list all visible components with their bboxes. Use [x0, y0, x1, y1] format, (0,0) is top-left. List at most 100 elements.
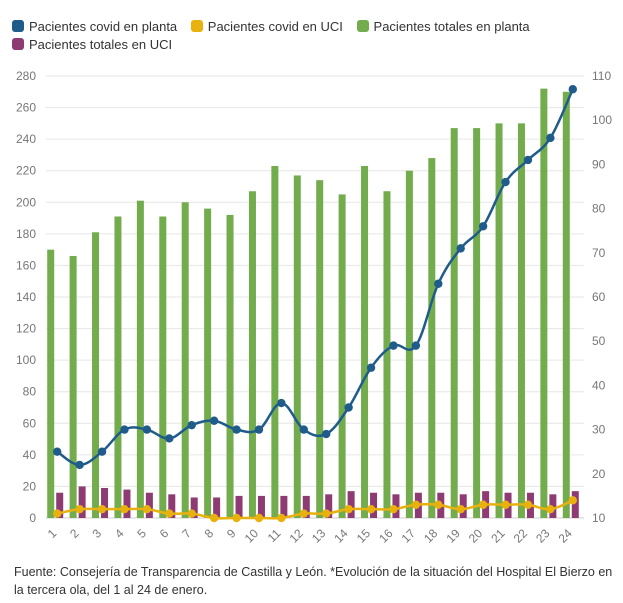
series-line: [56, 499, 574, 520]
legend-swatch-totales-planta: [356, 20, 369, 32]
legend-item-covid-uci[interactable]: Pacientes covid en UCI: [190, 18, 343, 36]
left-axis-tick-label: 280: [16, 69, 36, 83]
data-point: [142, 504, 152, 514]
data-point: [142, 425, 152, 434]
data-point: [568, 496, 577, 505]
left-axis-tick-label: 100: [16, 353, 36, 367]
series-line: [56, 88, 574, 467]
bar: [190, 497, 198, 518]
bar: [181, 202, 189, 519]
bar: [92, 232, 100, 518]
legend-swatch-covid-uci: [190, 20, 203, 32]
legend-item-totales-uci[interactable]: Pacientes totales en UCI: [12, 36, 172, 54]
legend-label: Pacientes totales en planta: [373, 19, 530, 34]
legend-swatch-covid-planta: [12, 20, 24, 32]
left-axis-tick-label: 0: [29, 511, 36, 525]
data-point: [277, 398, 286, 408]
x-axis-tick-label: 3: [90, 526, 105, 541]
right-axis-tick-label: 80: [592, 202, 606, 216]
bar: [136, 200, 144, 518]
bar: [405, 170, 413, 518]
bar: [338, 194, 346, 518]
data-point: [411, 341, 421, 350]
bar: [168, 494, 176, 518]
x-axis-tick-label: 5: [134, 526, 149, 541]
legend-label: Pacientes covid en UCI: [207, 19, 343, 34]
legend-item-covid-planta[interactable]: Pacientes covid en planta: [12, 18, 177, 36]
x-axis-tick-label: 19: [443, 526, 463, 546]
data-point: [53, 447, 62, 456]
x-axis-tick-label: 15: [354, 526, 374, 546]
bar: [204, 208, 212, 518]
data-point: [501, 500, 510, 509]
data-point: [254, 513, 264, 523]
data-point: [322, 429, 331, 439]
bar: [159, 216, 167, 518]
right-axis-tick-label: 60: [592, 290, 606, 304]
bar: [562, 91, 570, 519]
x-axis-tick-label: 9: [224, 526, 239, 541]
data-point: [546, 133, 555, 143]
bar: [450, 128, 458, 518]
data-point: [411, 500, 421, 509]
x-axis-tick-label: 8: [202, 526, 217, 541]
data-point: [75, 504, 84, 514]
data-point: [97, 447, 107, 456]
x-axis-tick-label: 2: [67, 526, 82, 541]
data-point: [75, 460, 84, 470]
data-point: [53, 509, 62, 518]
bar: [114, 216, 122, 518]
bar: [47, 249, 55, 518]
data-point: [389, 341, 398, 350]
bar: [495, 123, 503, 518]
chart-legend: Pacientes covid en planta Pacientes covi…: [12, 18, 612, 54]
data-point: [568, 85, 577, 94]
bar: [571, 491, 579, 518]
data-point: [254, 425, 264, 434]
bar: [347, 491, 355, 518]
left-axis-tick-label: 180: [16, 227, 36, 241]
data-point: [97, 504, 107, 514]
left-axis-tick-label: 140: [16, 290, 36, 304]
x-axis-tick-label: 22: [511, 526, 531, 546]
data-point: [232, 425, 241, 434]
x-axis-tick-label: 11: [265, 526, 284, 545]
bar: [428, 158, 436, 518]
right-axis-tick-label: 100: [592, 113, 612, 127]
data-point: [299, 509, 308, 518]
data-point: [523, 500, 533, 509]
data-point: [322, 509, 331, 518]
bar: [361, 165, 369, 518]
left-axis-tick-label: 260: [16, 101, 36, 115]
data-point: [187, 420, 196, 430]
x-axis-tick-label: 4: [112, 526, 127, 541]
bar: [293, 175, 301, 518]
left-axis-tick-label: 60: [23, 416, 37, 430]
data-point: [366, 363, 376, 372]
bar: [325, 494, 333, 518]
left-axis-tick-label: 80: [23, 385, 37, 399]
data-point: [232, 513, 241, 523]
bar: [316, 180, 324, 518]
right-axis-tick-label: 50: [592, 334, 606, 348]
bar: [56, 492, 64, 518]
bar: [473, 128, 481, 518]
x-axis-tick-label: 20: [466, 526, 486, 546]
x-axis-tick-label: 18: [421, 526, 441, 546]
data-point: [434, 500, 443, 509]
left-axis-tick-label: 20: [23, 479, 37, 493]
data-point: [277, 513, 286, 523]
bar: [213, 497, 221, 518]
x-axis-tick-label: 17: [399, 526, 419, 546]
left-axis-tick-label: 120: [16, 322, 36, 336]
bar: [302, 495, 310, 518]
data-point: [456, 244, 465, 253]
bar: [248, 191, 256, 518]
bar: [78, 486, 86, 518]
x-axis-tick-label: 13: [309, 526, 329, 546]
x-axis-tick-label: 10: [242, 526, 262, 546]
combo-chart: 0204060801001201401601802002202402602801…: [16, 69, 612, 546]
data-point: [120, 504, 129, 514]
legend-item-totales-planta[interactable]: Pacientes totales en planta: [356, 18, 530, 36]
data-point: [523, 155, 533, 165]
